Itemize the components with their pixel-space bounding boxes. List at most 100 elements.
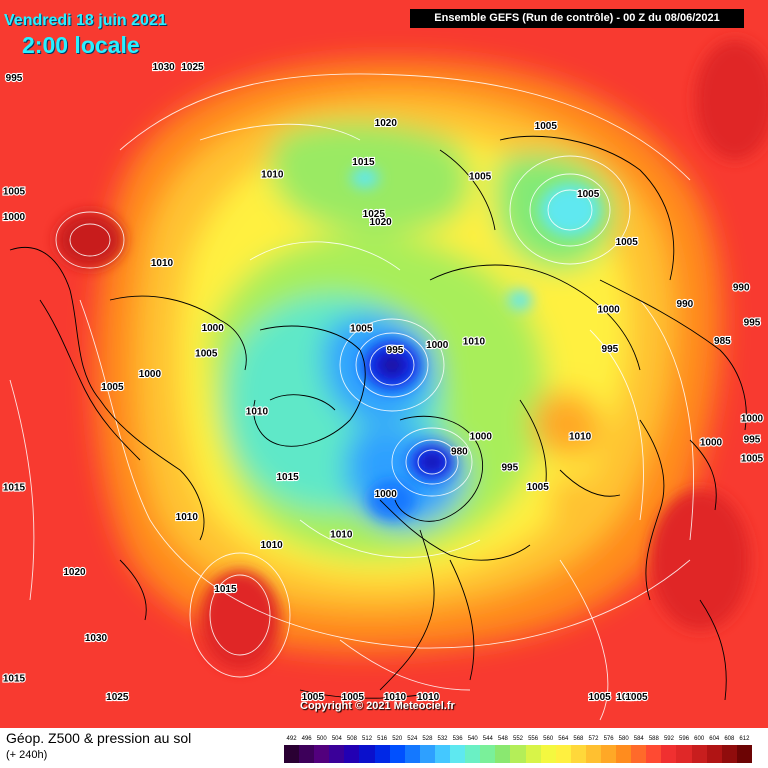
pressure-label: 1010: [463, 336, 486, 347]
scale-swatch: [706, 745, 722, 763]
pressure-label: 1030: [152, 62, 175, 73]
pressure-label: 1010: [616, 692, 639, 703]
pressure-label: 1010: [384, 692, 407, 703]
scale-value: 516: [377, 736, 388, 742]
pressure-label: 1025: [363, 209, 386, 220]
scale-value: 596: [679, 736, 690, 742]
pressure-label: 1005: [3, 186, 26, 197]
pressure-label: 1010: [330, 530, 353, 541]
pressure-label: 1000: [597, 304, 620, 315]
pressure-label: 1005: [625, 692, 648, 703]
scale-value: 544: [482, 736, 493, 742]
scale-value: 552: [512, 736, 523, 742]
pressure-label: 1000: [375, 489, 398, 500]
scale-swatch: [525, 745, 541, 763]
scale-value: 524: [407, 736, 418, 742]
scale-swatch: [661, 745, 677, 763]
pressure-label: 990: [677, 299, 694, 310]
scale-value: 556: [528, 736, 539, 742]
scale-value: 576: [603, 736, 614, 742]
geopotential-scale-labels: 492 496 500 504 508 512 516 520 524 528 532 536 540 5…: [284, 736, 752, 746]
scale-value: 604: [709, 736, 720, 742]
scale-swatch: [691, 745, 707, 763]
pressure-label: 1010: [261, 169, 284, 180]
scale-swatch: [314, 745, 330, 763]
coastline-borders: [9, 135, 747, 701]
pressure-label: 1000: [470, 432, 493, 443]
pressure-label: 1010: [151, 258, 174, 269]
scale-value: 564: [558, 736, 569, 742]
model-run-banner: Ensemble GEFS (Run de contrôle) - 00 Z d…: [410, 9, 744, 28]
pressure-label: 1020: [63, 567, 86, 578]
scale-value: 548: [497, 736, 508, 742]
scale-value: 508: [346, 736, 357, 742]
pressure-label: 1030: [85, 633, 108, 644]
pressure-label: 1005: [535, 121, 558, 132]
forecast-date: Vendredi 18 juin 2021: [4, 12, 167, 29]
scale-value: 592: [663, 736, 674, 742]
scale-swatch: [389, 745, 405, 763]
scale-swatch: [374, 745, 390, 763]
pressure-label: 1005: [302, 692, 325, 703]
scale-swatch: [676, 745, 692, 763]
pressure-label: 995: [744, 435, 761, 446]
scale-swatch: [299, 745, 315, 763]
scale-value: 612: [739, 736, 750, 742]
scale-value: 568: [573, 736, 584, 742]
scale-swatch: [570, 745, 586, 763]
pressure-label: 1005: [616, 237, 639, 248]
pressure-label: 1005: [588, 692, 611, 703]
scale-value: 496: [301, 736, 312, 742]
scale-value: 532: [437, 736, 448, 742]
scale-swatch: [495, 745, 511, 763]
scale-value: 528: [422, 736, 433, 742]
pressure-label: 1005: [350, 324, 373, 335]
pressure-label: 1000: [3, 212, 26, 223]
geopotential-field: [0, 0, 768, 728]
scale-value: 536: [452, 736, 463, 742]
scale-swatch: [631, 745, 647, 763]
pressure-label: 1025: [106, 692, 129, 703]
scale-value: 572: [588, 736, 599, 742]
pressure-label: 1000: [741, 413, 764, 424]
pressure-label: 1020: [375, 118, 398, 129]
scale-value: 588: [648, 736, 659, 742]
pressure-label: 1000: [426, 340, 449, 351]
pressure-label: 1015: [276, 472, 299, 483]
scale-value: 500: [316, 736, 327, 742]
pressure-label: 1010: [176, 512, 199, 523]
scale-swatch: [359, 745, 375, 763]
scale-swatch: [434, 745, 451, 763]
pressure-label: 1005: [469, 171, 492, 182]
scale-swatch: [555, 745, 571, 763]
scale-value: 520: [392, 736, 403, 742]
scale-swatch: [646, 745, 662, 763]
scale-value: 608: [724, 736, 735, 742]
scale-swatch: [480, 745, 496, 763]
scale-value: 540: [467, 736, 478, 742]
scale-value: 512: [362, 736, 373, 742]
pressure-label: 995: [744, 318, 761, 329]
pressure-label: 995: [501, 462, 518, 473]
scale-swatch: [616, 745, 632, 763]
scale-value: 492: [286, 736, 297, 742]
pressure-label: 1020: [369, 217, 392, 228]
scale-value: 580: [618, 736, 629, 742]
scale-value: 584: [633, 736, 644, 742]
scale-swatch: [465, 745, 481, 763]
scale-swatch: [721, 745, 737, 763]
scale-swatch: [344, 745, 360, 763]
forecast-lead-time: (+ 240h): [6, 749, 48, 761]
scale-swatch: [540, 745, 556, 763]
scale-swatch: [329, 745, 345, 763]
pressure-label: 1025: [181, 62, 204, 73]
scale-swatch: [450, 745, 466, 763]
forecast-local-time: 2:00 locale: [22, 32, 140, 58]
pressure-label: 1010: [569, 432, 592, 443]
pressure-label: 995: [602, 344, 619, 355]
scale-swatch: [585, 745, 601, 763]
scale-swatch: [284, 745, 300, 763]
